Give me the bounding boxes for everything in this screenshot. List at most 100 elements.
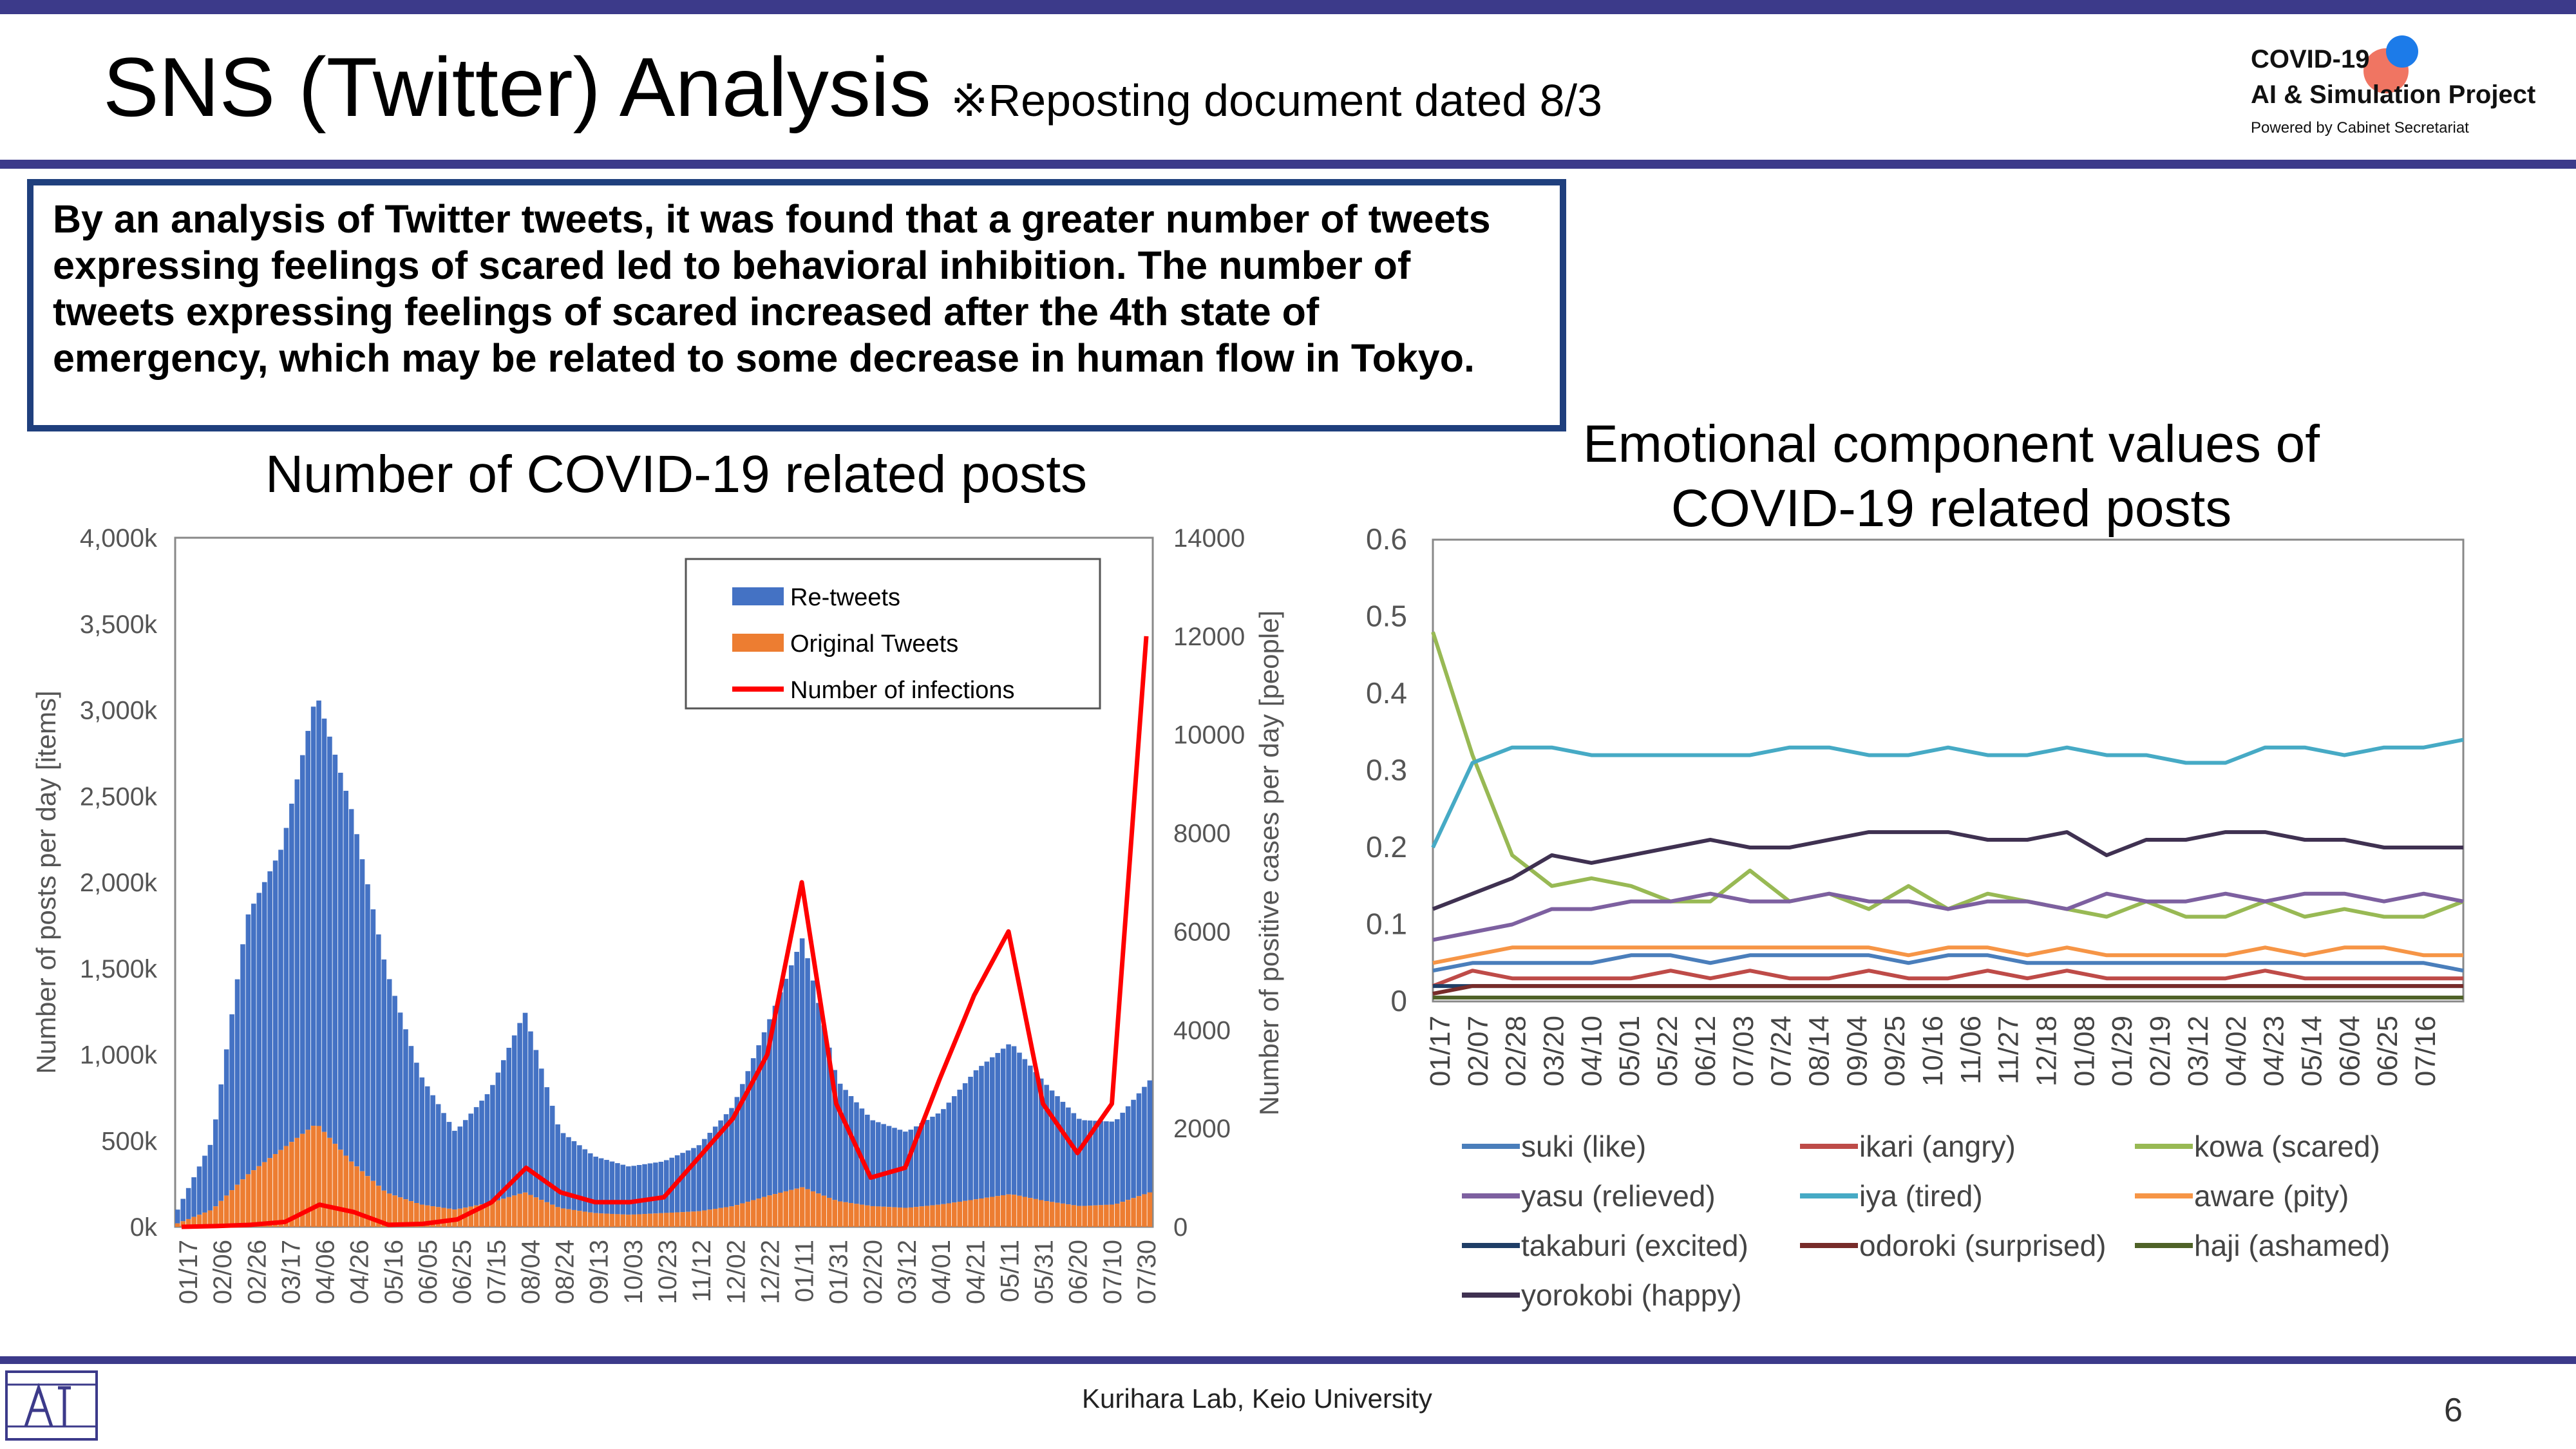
chart1-bar-original	[376, 1186, 381, 1227]
chart1-bar-original	[403, 1199, 408, 1227]
chart1-bar-original	[338, 1150, 343, 1227]
chart1-bar-original	[414, 1203, 419, 1227]
chart1-bar-original	[848, 1203, 854, 1227]
chart1-ylabel: Number of posts per day [items]	[31, 690, 61, 1074]
chart1-bar-original	[1028, 1198, 1033, 1227]
chart1-bar-original	[549, 1204, 555, 1227]
chart1-xtick-label: 07/15	[482, 1240, 511, 1304]
chart1-bar-original	[707, 1209, 713, 1227]
chart1-bar-original	[229, 1190, 234, 1227]
chart1-bar-original	[1114, 1204, 1120, 1227]
chart1-bar-original	[1044, 1201, 1049, 1227]
chart1-bar-retweets	[414, 1063, 419, 1204]
chart1-bar-retweets	[327, 736, 332, 1138]
chart1-bar-original	[750, 1200, 756, 1227]
chart1-bar-retweets	[185, 1188, 191, 1219]
chart1-bar-retweets	[468, 1113, 473, 1207]
footer-rule	[0, 1356, 2576, 1364]
chart1-bar-original	[886, 1207, 892, 1227]
chart1-bar-original	[897, 1208, 903, 1227]
chart1-bar-original	[424, 1205, 430, 1227]
chart1-bar-retweets	[479, 1101, 484, 1205]
chart1-bar-original	[175, 1223, 180, 1227]
chart1-bar-retweets	[718, 1120, 723, 1208]
chart1-bar-original	[816, 1193, 821, 1227]
chart2-legend-label: yasu (relieved)	[1521, 1179, 1716, 1213]
chart1-bar-original	[202, 1212, 207, 1227]
chart1-bar-original	[778, 1192, 783, 1227]
chart1-bar-retweets	[359, 859, 365, 1171]
chart1-bar-original	[1060, 1203, 1066, 1227]
chart1-bar-original	[636, 1214, 642, 1227]
chart1-bar-retweets	[941, 1109, 946, 1204]
chart1-bar-original	[365, 1176, 370, 1227]
chart1-bar-retweets	[1125, 1106, 1131, 1200]
chart1-bar-retweets	[435, 1104, 441, 1208]
chart1-bar-retweets	[1006, 1044, 1011, 1195]
chart1-xtick-label: 04/26	[346, 1240, 374, 1304]
chart1-bar-original	[1136, 1196, 1142, 1227]
chart1-bar-original	[712, 1209, 718, 1227]
chart2-legend-label: takaburi (excited)	[1521, 1229, 1748, 1262]
chart1-bar-retweets	[995, 1053, 1001, 1197]
chart2-xtick-label: 12/18	[2031, 1016, 2063, 1086]
chart1-xtick-label: 11/12	[688, 1240, 716, 1302]
chart1-bar-original	[1082, 1206, 1087, 1227]
chart1-bar-retweets	[555, 1124, 560, 1208]
chart1-bar-retweets	[501, 1060, 506, 1199]
chart1-bar-retweets	[446, 1122, 452, 1209]
chart1-xtick-label: 05/16	[380, 1240, 408, 1304]
chart1-bar-retweets	[376, 934, 381, 1186]
chart1-bar-retweets	[1147, 1080, 1153, 1193]
chart1-bar-original	[685, 1211, 691, 1227]
chart1-bar-original	[1142, 1194, 1147, 1227]
chart2-xtick-label: 04/23	[2259, 1016, 2290, 1086]
chart1-bar-retweets	[1104, 1121, 1109, 1205]
chart1-xtick-label: 04/06	[312, 1240, 340, 1304]
chart1-bar-retweets	[892, 1128, 897, 1208]
chart1-bar-retweets	[1038, 1078, 1044, 1200]
chart1-bar-original	[1017, 1195, 1022, 1227]
chart1-bar-retweets	[702, 1139, 707, 1211]
chart1-bar-original	[316, 1126, 321, 1227]
logo-circle-blue-icon	[2386, 35, 2418, 68]
chart1-bar-retweets	[788, 965, 794, 1190]
chart1-bar-retweets	[229, 1014, 234, 1191]
chart1-bar-retweets	[1087, 1120, 1093, 1206]
chart1-bar-original	[577, 1211, 582, 1227]
chart1-xtick-label: 02/20	[859, 1240, 887, 1304]
chart1-bar-retweets	[604, 1160, 609, 1214]
chart1-bar-retweets	[1114, 1119, 1120, 1204]
chart1-bar-retweets	[332, 754, 338, 1144]
chart2-xtick-label: 07/24	[1766, 1016, 1797, 1086]
chart1-bar-original	[832, 1200, 838, 1227]
chart1-bar-retweets	[962, 1083, 968, 1201]
chart1-bar-retweets	[647, 1163, 653, 1214]
chart1-bar-original	[484, 1203, 490, 1227]
chart1-bar-original	[240, 1179, 245, 1227]
chart1-bar-retweets	[234, 979, 240, 1185]
chart1-ytick-label: 1,500k	[80, 955, 158, 983]
chart1-bar-retweets	[685, 1150, 691, 1212]
chart1-bar-original	[647, 1213, 653, 1227]
chart2-xtick-label: 03/20	[1539, 1016, 1570, 1086]
chart1-bar-original	[207, 1210, 213, 1227]
chart1-bar-retweets	[712, 1126, 718, 1209]
chart2-line-series	[1432, 830, 2463, 911]
chart1-bar-retweets	[560, 1133, 566, 1209]
chart1-bar-original	[951, 1202, 957, 1227]
chart1-xtick-label: 12/02	[722, 1240, 750, 1304]
chart1-bar-original	[973, 1199, 979, 1227]
chart1-bar-original	[756, 1198, 761, 1227]
chart1-bar-original	[555, 1207, 560, 1227]
chart1-bar-retweets	[913, 1126, 919, 1208]
chart1-legend-label: Number of infections	[790, 677, 1015, 704]
chart2-xtick-label: 02/28	[1501, 1016, 1532, 1086]
chart1-bar-retweets	[756, 1045, 761, 1199]
chart1-bar-original	[984, 1197, 990, 1227]
chart1-xtick-label: 09/13	[585, 1240, 614, 1304]
chart1-bar-retweets	[767, 1019, 772, 1196]
chart1-bar-retweets	[1066, 1107, 1071, 1205]
chart2-xtick-label: 04/10	[1576, 1016, 1607, 1086]
chart1-bar-retweets	[664, 1160, 669, 1213]
